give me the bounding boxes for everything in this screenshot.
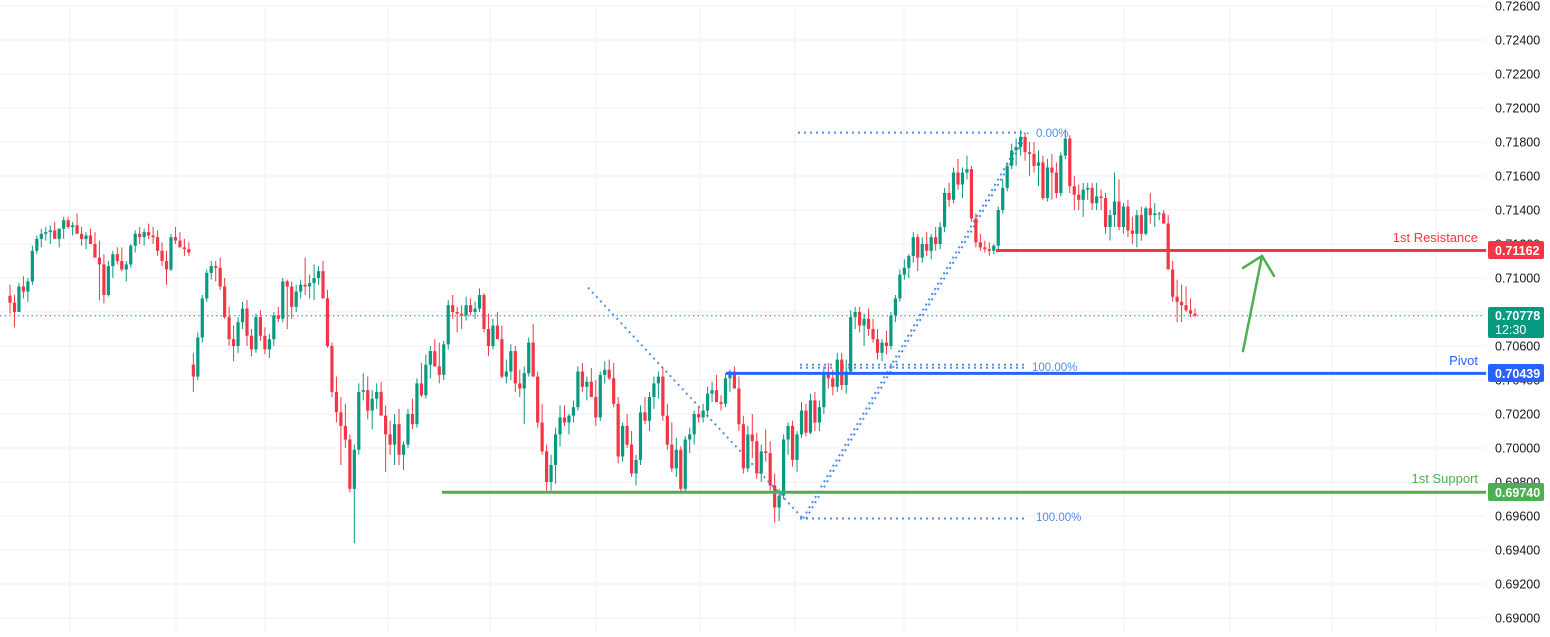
price-axis-tick: 0.71400 <box>1495 204 1540 218</box>
horizontal-gridlines <box>0 5 1485 619</box>
price-axis-tick: 0.69000 <box>1495 612 1540 626</box>
up-arrow-icon <box>1241 254 1276 353</box>
pivot-price-value: 0.70439 <box>1495 367 1540 381</box>
resistance-price-tag: 0.71162 <box>1488 241 1544 259</box>
resistance-label: 1st Resistance <box>1393 230 1478 245</box>
pivot-label: Pivot <box>1449 353 1478 368</box>
pivot-price-tag: 0.70439 <box>1488 364 1544 382</box>
price-axis-tick: 0.69400 <box>1495 544 1540 558</box>
price-axis-tick: 0.70000 <box>1495 442 1540 456</box>
price-axis-tick: 0.72600 <box>1495 0 1540 14</box>
price-axis-tick: 0.70600 <box>1495 340 1540 354</box>
current-price-value: 0.70778 <box>1495 309 1540 323</box>
fib-label-100-lower: 100.00% <box>1036 512 1081 524</box>
current-price-tag: 0.70778 12:30 <box>1488 307 1544 338</box>
price-axis-tick: 0.71000 <box>1495 272 1540 286</box>
vertical-gridlines <box>69 7 1437 632</box>
fib-label-0: 0.00% <box>1036 128 1069 140</box>
price-axis-tick: 0.72400 <box>1495 34 1540 48</box>
candle-countdown: 12:30 <box>1495 323 1526 337</box>
price-axis-tick: 0.69200 <box>1495 578 1540 592</box>
candles <box>8 130 1197 544</box>
support-price-value: 0.69740 <box>1495 486 1540 500</box>
price-axis-tick: 0.72200 <box>1495 68 1540 82</box>
price-axis-tick: 0.71600 <box>1495 170 1540 184</box>
price-axis-tick: 0.70200 <box>1495 408 1540 422</box>
support-price-tag: 0.69740 <box>1488 483 1544 501</box>
key-levels[interactable] <box>442 248 1486 494</box>
support-label: 1st Support <box>1412 471 1479 486</box>
resistance-price-value: 0.71162 <box>1495 244 1540 258</box>
fib-label-100-upper: 100.00% <box>1032 362 1077 374</box>
price-axis-tick: 0.69600 <box>1495 510 1540 524</box>
price-axis-tick: 0.72000 <box>1495 102 1540 116</box>
price-axis-tick: 0.71800 <box>1495 136 1540 150</box>
